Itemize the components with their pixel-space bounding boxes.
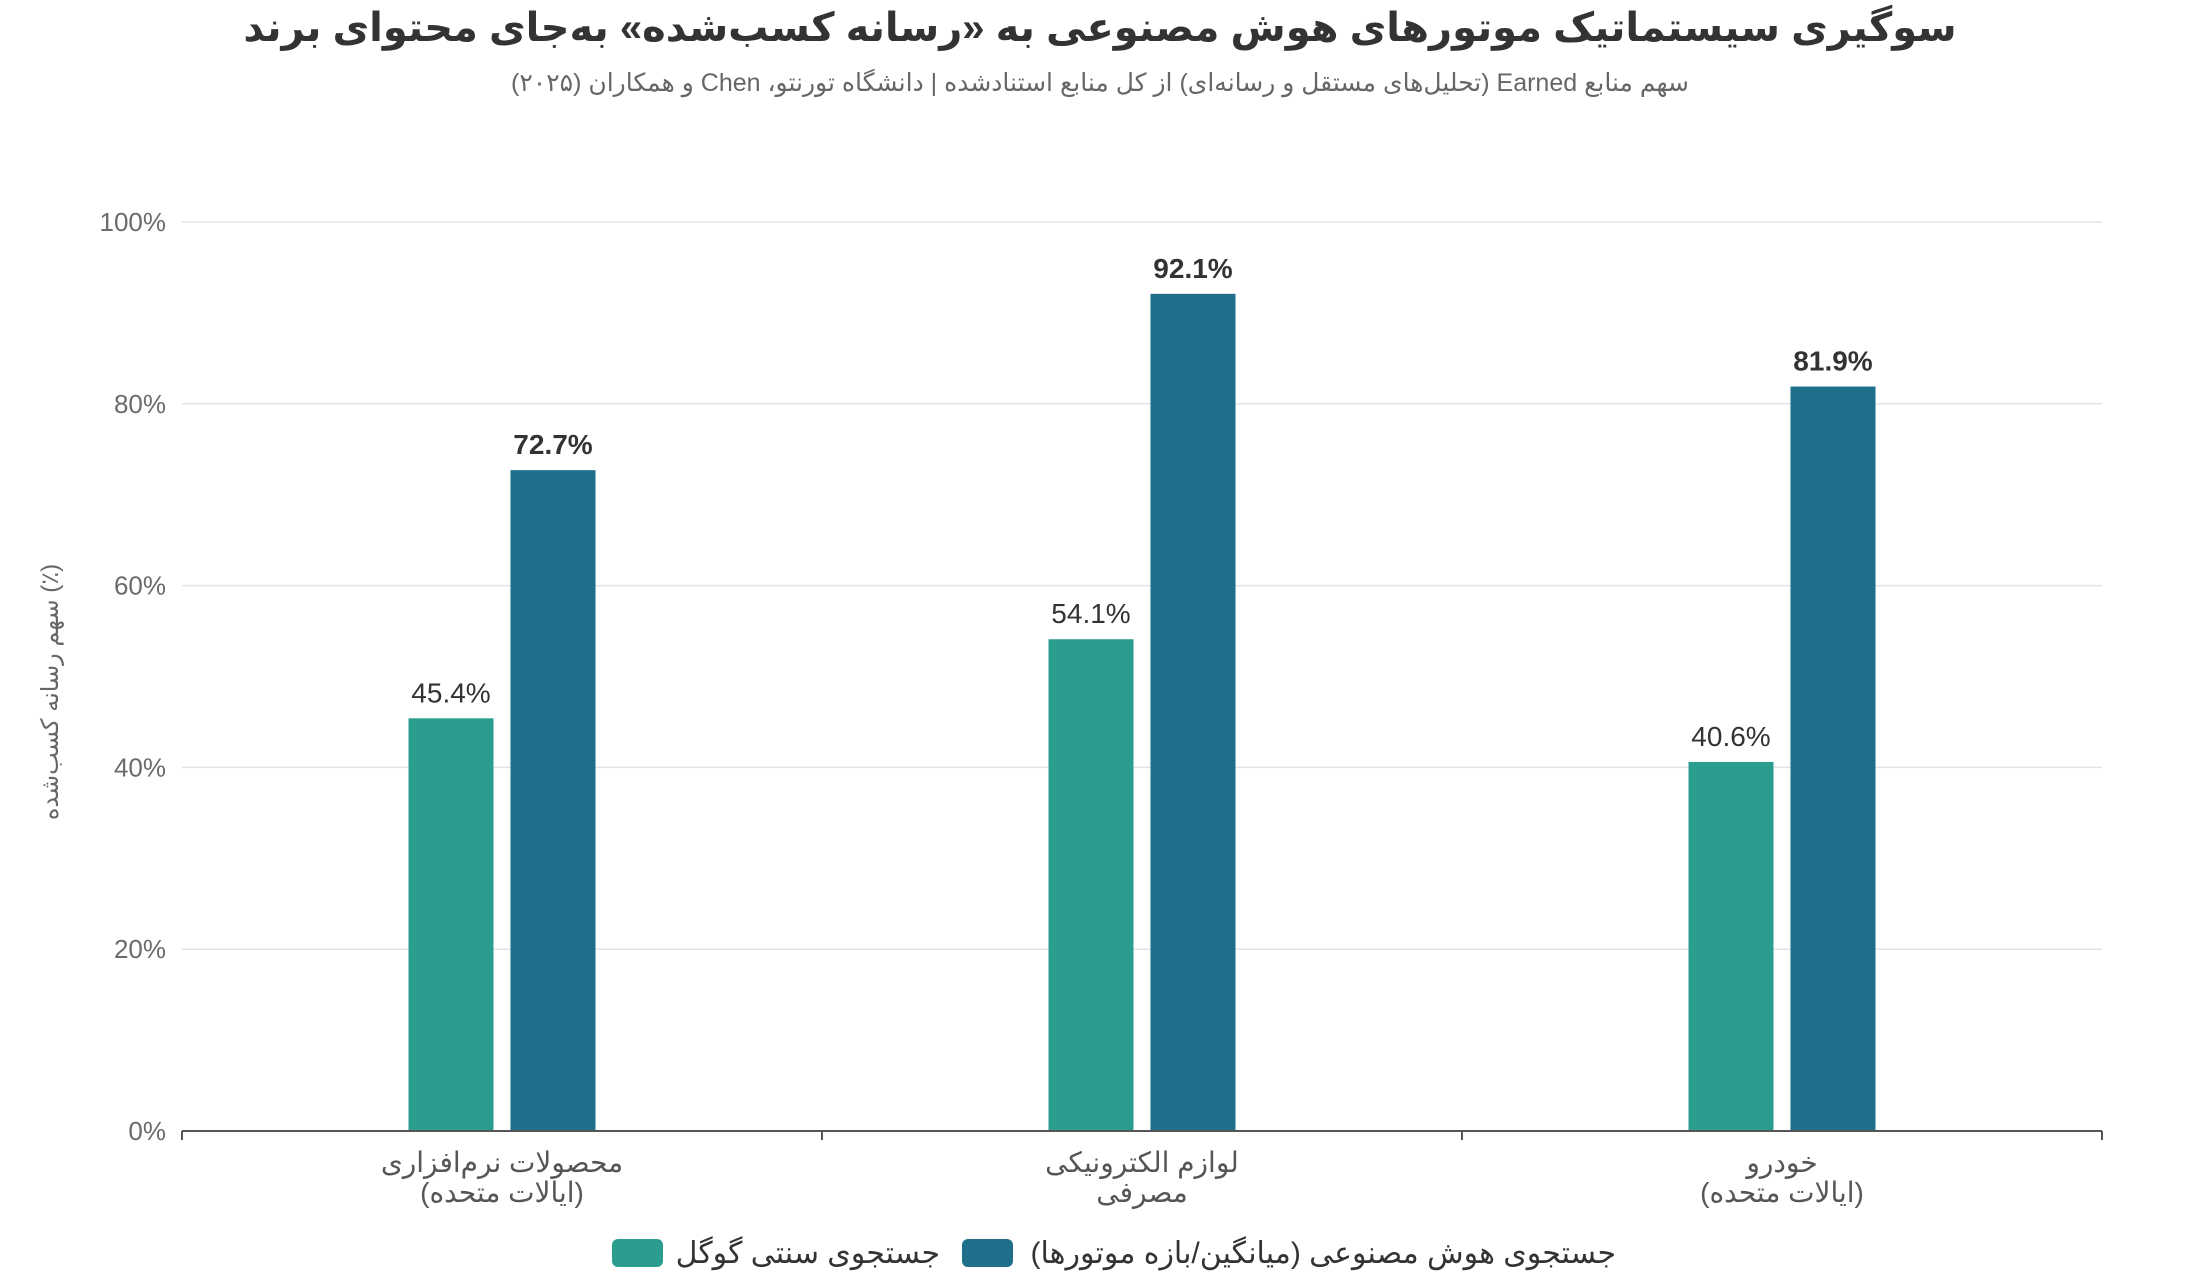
bar-google-0 (408, 718, 494, 1131)
chart-subtitle: سهم منابع Earned (تحلیل‌های مستقل و رسان… (511, 68, 1689, 98)
y-tick-label: 0% (128, 1116, 166, 1146)
x-axis: محصولات نرم‌افزاری(ایالات متحده)لوازم ال… (181, 1130, 2103, 1209)
bar-google-1 (1048, 639, 1134, 1131)
y-tick-label: 40% (114, 752, 166, 782)
x-category-label: (ایالات متحده) (420, 1177, 584, 1208)
bar-value-label: 92.1% (1153, 253, 1232, 284)
bars (408, 293, 1876, 1132)
gridlines (182, 221, 2102, 950)
bar-value-label: 54.1% (1051, 598, 1130, 629)
legend: جستجوی سنتی گوگل جستجوی هوش مصنوعی (میانگ… (612, 1236, 1616, 1270)
legend-swatch (962, 1239, 1013, 1267)
bar-value-label: 72.7% (513, 429, 592, 460)
bar-ai-1 (1150, 293, 1236, 1131)
y-tick-label: 80% (114, 389, 166, 419)
y-axis-title: سهم رسانه کسب‌شده (٪) (37, 564, 64, 820)
bar-value-label: 81.9% (1793, 346, 1872, 377)
data-labels: 45.4% 54.1% 40.6% 72.7% 92.1% 81.9% (411, 253, 1872, 752)
y-axis: 0% 20% 40% 60% 80% 100% (100, 207, 167, 1146)
chart-title: سوگیری سیستماتیک موتورهای هوش مصنوعی به … (243, 4, 1956, 51)
legend-label: جستجوی هوش مصنوعی (میانگین/بازه موتورها) (1031, 1236, 1616, 1270)
bar-value-label: 45.4% (411, 677, 490, 708)
x-category-label: محصولات نرم‌افزاری (381, 1147, 623, 1179)
y-tick-label: 20% (114, 934, 166, 964)
x-category-label: خودرو (1744, 1147, 1817, 1179)
bar-value-label: 40.6% (1691, 721, 1770, 752)
x-category-label: مصرفی (1096, 1177, 1187, 1209)
bar-ai-2 (1790, 386, 1876, 1131)
bar-ai-0 (510, 470, 596, 1132)
bar-google-2 (1688, 761, 1774, 1131)
x-category-label: (ایالات متحده) (1700, 1177, 1864, 1208)
y-tick-label: 60% (114, 571, 166, 601)
legend-swatch (612, 1239, 663, 1267)
legend-label: جستجوی سنتی گوگل (676, 1236, 940, 1270)
x-category-label: لوازم الکترونیکی (1045, 1147, 1239, 1179)
y-tick-label: 100% (100, 207, 167, 237)
